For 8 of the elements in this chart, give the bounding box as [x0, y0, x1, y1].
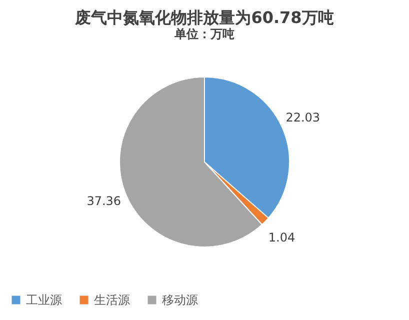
legend-label: 生活源 — [94, 293, 130, 307]
data-label: 1.04 — [268, 230, 296, 244]
legend-label: 工业源 — [26, 293, 62, 307]
chart-title: 废气中氮氧化物排放量为60.78万吨 — [74, 8, 334, 27]
legend-label: 移动源 — [162, 293, 198, 307]
data-label: 22.03 — [286, 110, 320, 124]
data-label: 37.36 — [86, 194, 122, 208]
chart-subtitle: 单位：万吨 — [174, 27, 234, 41]
